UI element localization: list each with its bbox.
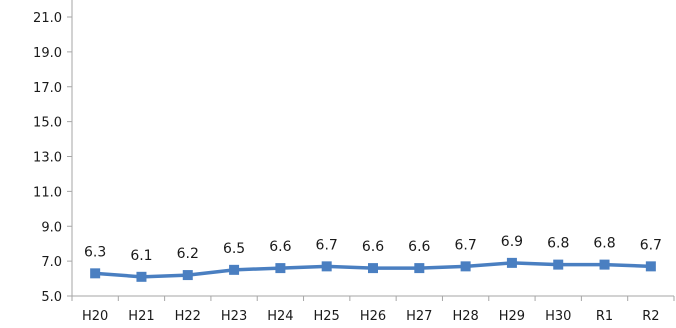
x-tick-label: H29 [499,309,525,324]
data-label: 6.6 [362,239,384,255]
data-point-marker [229,264,240,275]
data-label: 6.7 [454,237,476,253]
x-tick-label: H25 [314,309,340,324]
y-tick-label: 19.0 [33,46,62,61]
y-tick-label: 5.0 [41,290,62,305]
y-tick-label: 21.0 [33,11,62,26]
y-tick-label: 13.0 [33,151,62,166]
data-label: 6.9 [501,234,523,250]
data-label: 6.7 [316,237,338,253]
x-axis: H20 H21 H22 H23 H24 H25 H26 H27 H28 H29 H30 R1 R2 [71,295,675,324]
x-tick-label: H22 [175,309,201,324]
data-point-marker [275,263,286,274]
y-tick-label: 15.0 [33,116,62,131]
data-point-marker [506,257,517,268]
data-labels: 6.3 6.1 6.2 6.5 6.6 6.7 6.6 6.6 6.7 6.9 6.8 6.8 6.7 [84,234,662,264]
data-point-marker [460,261,471,272]
y-tick-label: 11.0 [33,185,62,200]
y-axis: 5.0 7.0 9.0 11.0 13.0 15.0 17.0 19.0 21.0 [33,0,73,305]
data-point-marker [599,259,610,270]
x-tick-label: H26 [360,309,386,324]
y-tick-label: 17.0 [33,81,62,96]
data-point-marker [182,270,193,281]
data-point-marker [90,268,101,279]
data-label: 6.3 [84,244,106,260]
x-tick-label: H21 [128,309,154,324]
data-point-marker [553,259,564,270]
data-label: 6.8 [593,236,615,252]
data-point-marker [414,263,425,274]
x-tick-label: H20 [82,309,108,324]
x-tick-label: H30 [545,309,571,324]
data-label: 6.5 [223,241,245,257]
data-label: 6.2 [177,246,199,262]
x-tick-label: H27 [406,309,432,324]
x-tick-label: R2 [642,309,659,324]
x-tick-label: H23 [221,309,247,324]
series [90,257,656,282]
data-label: 6.1 [130,248,152,264]
x-tick-label: H28 [452,309,478,324]
y-tick-label: 7.0 [41,255,62,270]
x-tick-label: R1 [596,309,613,324]
data-point-marker [321,261,332,272]
data-point-marker [645,261,656,272]
data-label: 6.8 [547,236,569,252]
data-label: 6.7 [640,237,662,253]
y-tick-label: 9.0 [41,220,62,235]
data-label: 6.6 [408,239,430,255]
data-point-marker [136,271,147,282]
x-tick-label: H24 [267,309,293,324]
data-point-marker [368,263,378,274]
data-label: 6.6 [269,239,291,255]
